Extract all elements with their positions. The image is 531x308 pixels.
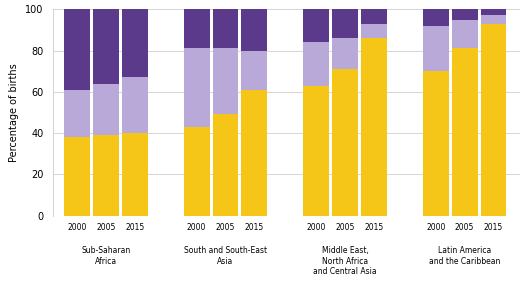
Bar (212, 115, 238, 216)
Bar (423, 9, 449, 26)
Bar (242, 90, 267, 216)
Bar (184, 127, 210, 216)
Bar (481, 9, 507, 15)
Bar (361, 24, 387, 38)
Bar (303, 42, 329, 86)
Bar (481, 24, 507, 216)
Bar (423, 26, 449, 71)
Bar (481, 15, 507, 24)
Bar (361, 9, 387, 24)
Bar (64, 90, 90, 137)
Bar (93, 83, 119, 135)
Bar (122, 9, 148, 77)
Bar (122, 77, 148, 133)
Bar (93, 135, 119, 216)
Bar (93, 9, 119, 83)
Bar (184, 9, 210, 48)
Bar (242, 51, 267, 90)
Bar (452, 48, 477, 216)
Bar (452, 9, 477, 19)
Text: South and South-East
Asia: South and South-East Asia (184, 246, 267, 265)
Text: Middle East,
North Africa
and Central Asia: Middle East, North Africa and Central As… (313, 246, 377, 276)
Bar (212, 9, 238, 48)
Bar (423, 71, 449, 216)
Bar (64, 137, 90, 216)
Bar (452, 19, 477, 48)
Bar (361, 38, 387, 216)
Text: Sub-Saharan
Africa: Sub-Saharan Africa (81, 246, 131, 265)
Bar (184, 48, 210, 127)
Bar (122, 133, 148, 216)
Text: Latin America
and the Caribbean: Latin America and the Caribbean (429, 246, 500, 265)
Bar (242, 9, 267, 51)
Bar (64, 9, 90, 90)
Bar (332, 69, 358, 216)
Bar (303, 86, 329, 216)
Bar (303, 9, 329, 42)
Bar (332, 9, 358, 38)
Y-axis label: Percentage of births: Percentage of births (10, 63, 20, 162)
Bar (332, 38, 358, 69)
Bar (212, 48, 238, 115)
